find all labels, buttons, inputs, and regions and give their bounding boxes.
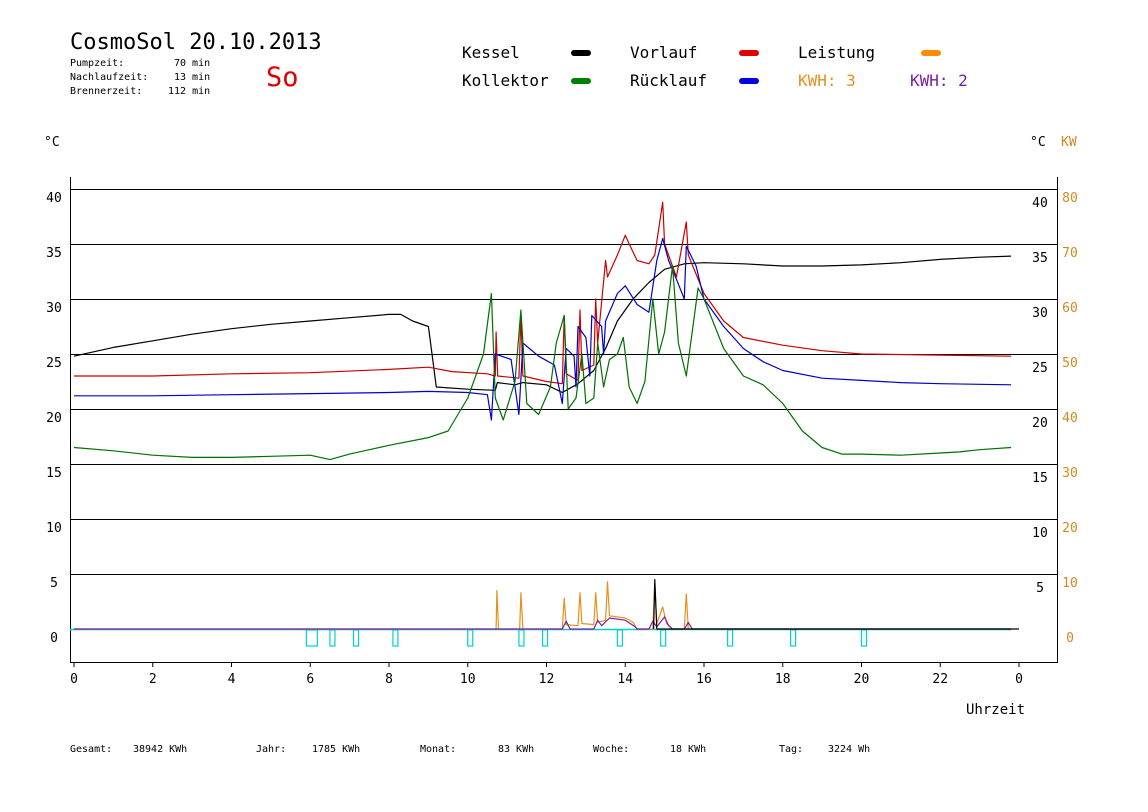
pump-marker-2 xyxy=(352,629,360,647)
y-tick-left-5: 5 xyxy=(50,576,58,591)
y-tick-right-power-80: 80 xyxy=(1062,191,1078,206)
x-tick-label-5: 10 xyxy=(460,672,476,687)
pump-marker-6 xyxy=(541,629,549,647)
y-axis-label-left: °C xyxy=(44,135,60,150)
pump-marker-7 xyxy=(616,629,623,647)
series-kessel xyxy=(73,255,1012,394)
footer-tag-value: 3224 Wh xyxy=(828,744,871,755)
y-tick-right-temp-10: 10 xyxy=(1032,526,1048,541)
pump-marker-3 xyxy=(392,629,399,647)
y-tick-right-power-20: 20 xyxy=(1062,521,1078,536)
y-axis-label-right-power: KW xyxy=(1061,135,1077,150)
y-tick-right-power-50: 50 xyxy=(1062,356,1078,371)
y-tick-right-power-40: 40 xyxy=(1062,411,1078,426)
y-tick-left-20: 20 xyxy=(46,411,62,426)
x-tick-label-9: 18 xyxy=(775,672,791,687)
legend-kwh-2: KWH: 2 xyxy=(910,71,968,90)
y-tick-right-temp-30: 30 xyxy=(1032,306,1048,321)
y-tick-right-power-30: 30 xyxy=(1062,466,1078,481)
series-vorlauf xyxy=(74,201,1012,385)
pump-marker-11 xyxy=(860,629,868,647)
legend-kwh-3: KWH: 3 xyxy=(798,71,856,90)
legend-vorlauf-label: Vorlauf xyxy=(630,43,698,62)
y-tick-left-35: 35 xyxy=(46,246,62,261)
y-tick-right-temp-5: 5 xyxy=(1036,581,1044,596)
legend-kessel-swatch xyxy=(571,50,591,56)
footer-woche-label: Woche: xyxy=(593,744,630,755)
y-tick-right-power-10: 10 xyxy=(1062,576,1078,591)
y-tick-right-temp-35: 35 xyxy=(1032,251,1048,266)
footer-jahr-value: 1785 KWh xyxy=(312,744,361,755)
tick-labels: 0 2 4 6 8 10 12 14 16 18 20 22 0 0 5 10 15 20 25 30 35 40 5 10 1… xyxy=(46,191,1078,687)
legend-ruecklauf-swatch xyxy=(739,78,759,84)
x-tick-label-4: 8 xyxy=(385,672,393,687)
y-tick-left-25: 25 xyxy=(46,356,62,371)
x-tick-label-7: 14 xyxy=(617,672,633,687)
pump-marker-0 xyxy=(305,629,318,647)
legend-kessel-label: Kessel xyxy=(462,43,520,62)
footer-tag-label: Tag: xyxy=(779,744,804,755)
y-tick-right-power-70: 70 xyxy=(1062,246,1078,261)
legend-ruecklauf-label: Rücklauf xyxy=(630,71,708,90)
stat-nachlaufzeit-value: 13 min xyxy=(174,72,211,83)
pump-marker-4 xyxy=(467,629,474,647)
overlay-0 xyxy=(653,578,1019,630)
x-tick-label-3: 6 xyxy=(306,672,314,687)
axes xyxy=(70,177,1058,663)
footer-woche-value: 18 KWh xyxy=(670,744,707,755)
y-tick-left-10: 10 xyxy=(46,521,62,536)
series-leistung xyxy=(74,581,1012,630)
y-tick-left-40: 40 xyxy=(46,191,62,206)
y-tick-right-temp-20: 20 xyxy=(1032,416,1048,431)
x-tick-label-11: 22 xyxy=(932,672,948,687)
x-tick-label-1: 2 xyxy=(149,672,157,687)
x-axis-label: Uhrzeit xyxy=(966,702,1025,718)
y-tick-right-power-60: 60 xyxy=(1062,301,1078,316)
pump-marker-10 xyxy=(790,629,797,647)
x-tick-label-10: 20 xyxy=(854,672,870,687)
y-tick-right-power-0: 0 xyxy=(1066,631,1074,646)
y-tick-left-15: 15 xyxy=(46,466,62,481)
y-tick-right-temp-25: 25 xyxy=(1032,361,1048,376)
footer-monat-label: Monat: xyxy=(420,744,457,755)
y-tick-left-0: 0 xyxy=(50,631,58,646)
stat-pumpzeit-value: 70 min xyxy=(174,58,211,69)
day-of-week: So xyxy=(266,62,299,93)
chart-title: CosmoSol 20.10.2013 xyxy=(70,30,322,55)
x-tick-label-8: 16 xyxy=(696,672,712,687)
pump-marker-8 xyxy=(660,629,667,647)
pump-marker-5 xyxy=(518,629,525,647)
series-kwh-2 xyxy=(74,616,1012,630)
y-axis-label-right-temp: °C xyxy=(1030,135,1046,150)
x-tick-label-2: 4 xyxy=(228,672,236,687)
pump-markers xyxy=(70,628,1012,647)
legend-kollektor-swatch xyxy=(571,78,591,84)
legend-leistung-label: Leistung xyxy=(798,43,876,62)
legend-leistung-swatch xyxy=(921,50,941,56)
legend-kollektor-label: Kollektor xyxy=(462,71,549,90)
y-tick-left-30: 30 xyxy=(46,301,62,316)
stat-brennerzeit-value: 112 min xyxy=(168,86,211,97)
series-r-cklauf xyxy=(74,237,1012,421)
y-tick-right-temp-15: 15 xyxy=(1032,471,1048,486)
stat-brennerzeit-label: Brennerzeit: xyxy=(70,86,143,97)
footer-gesamt-label: Gesamt: xyxy=(70,744,113,755)
stat-nachlaufzeit-label: Nachlaufzeit: xyxy=(70,72,149,83)
stat-pumpzeit-label: Pumpzeit: xyxy=(70,58,125,69)
footer-jahr-label: Jahr: xyxy=(256,744,287,755)
pump-marker-9 xyxy=(727,629,734,647)
y-tick-right-temp-40: 40 xyxy=(1032,196,1048,211)
footer-monat-value: 83 KWh xyxy=(498,744,535,755)
x-tick-label-6: 12 xyxy=(539,672,555,687)
x-tick-label-12: 0 xyxy=(1015,672,1023,687)
series-lines xyxy=(73,201,1019,630)
x-tick-label-0: 0 xyxy=(70,672,78,687)
footer-gesamt-value: 38942 KWh xyxy=(133,744,188,755)
series-kollektor xyxy=(73,265,1012,461)
legend-vorlauf-swatch xyxy=(739,50,759,56)
pump-marker-1 xyxy=(329,629,336,647)
